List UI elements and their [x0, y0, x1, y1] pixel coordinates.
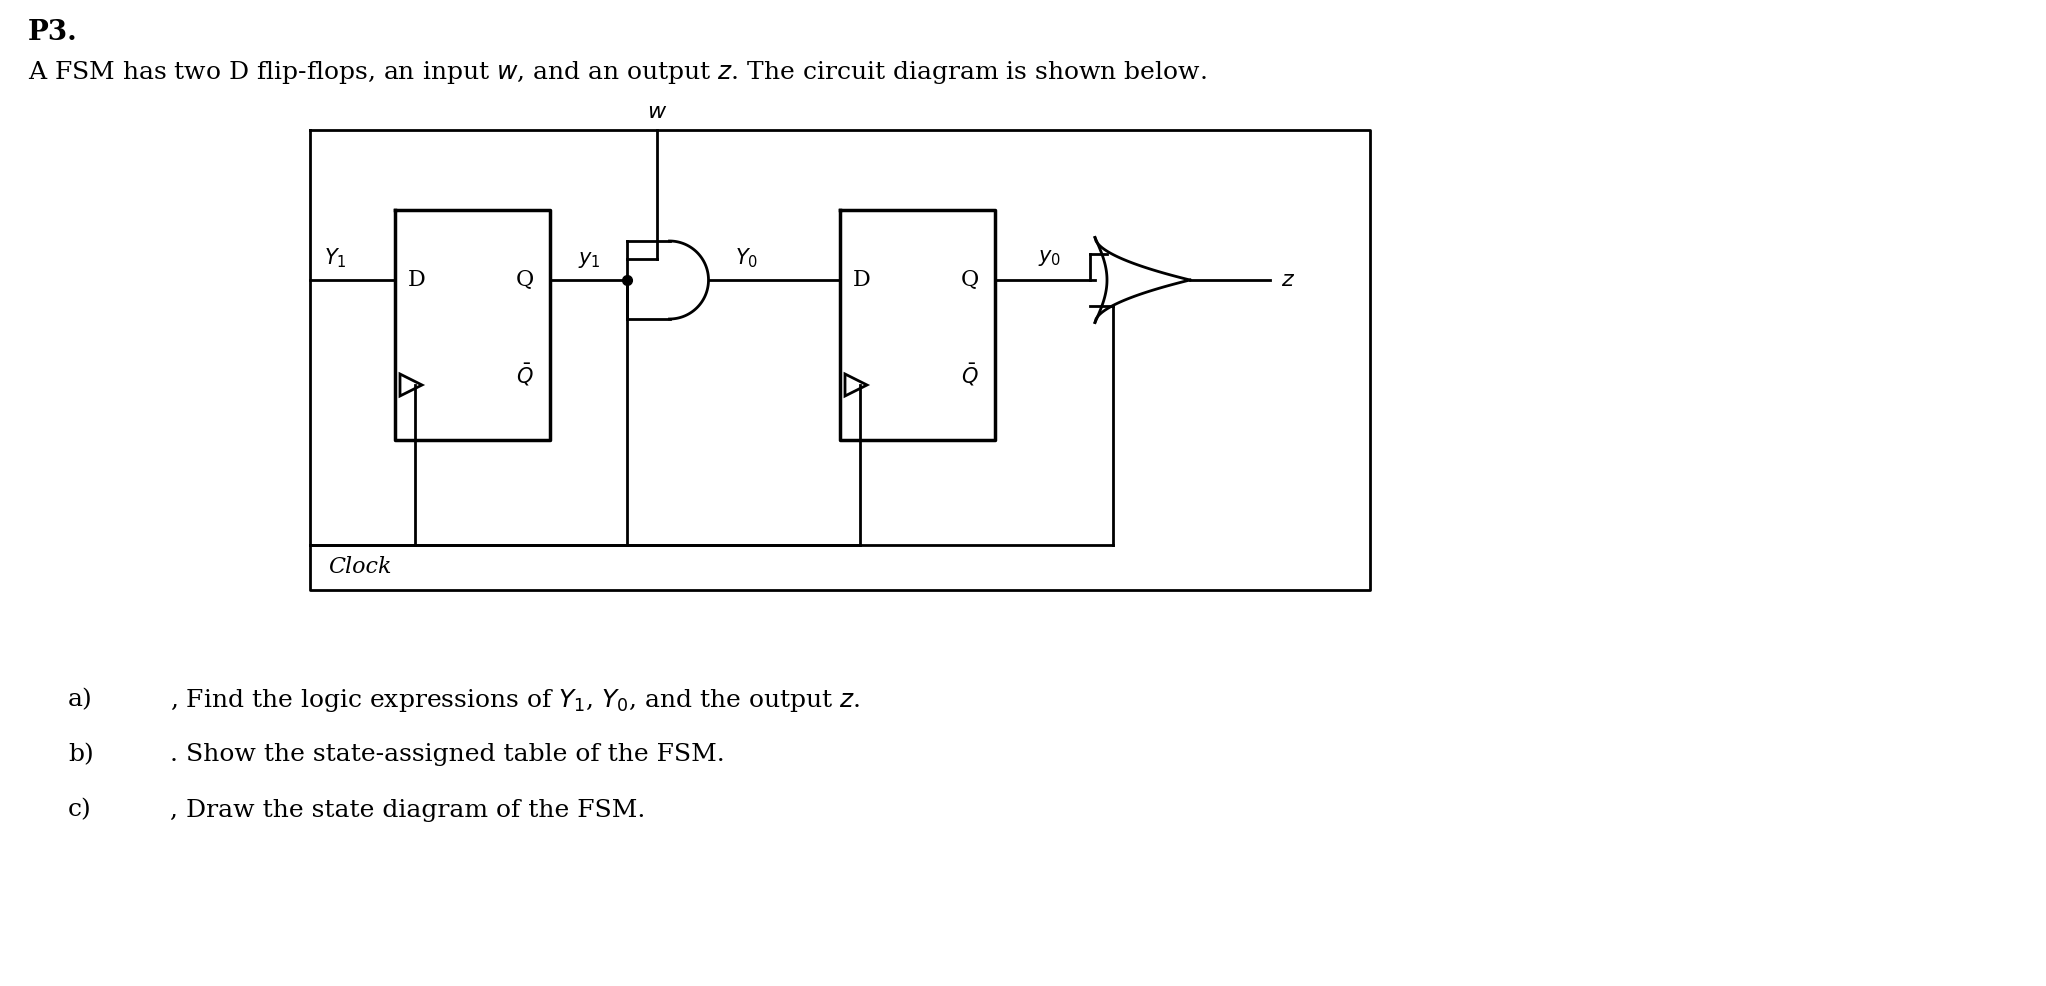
Text: c): c) [68, 799, 92, 821]
Text: a): a) [68, 688, 92, 712]
Text: D: D [853, 269, 872, 291]
Text: P3.: P3. [29, 19, 78, 45]
Text: Clock: Clock [327, 556, 391, 578]
Text: $y_1$: $y_1$ [577, 250, 599, 270]
Text: $\bar{Q}$: $\bar{Q}$ [962, 362, 978, 388]
Text: b): b) [68, 743, 94, 766]
Text: D: D [407, 269, 426, 291]
Text: . Show the state-assigned table of the FSM.: . Show the state-assigned table of the F… [170, 743, 724, 766]
Text: , Find the logic expressions of $Y_1$, $Y_0$, and the output $z$.: , Find the logic expressions of $Y_1$, $… [170, 686, 861, 714]
Text: $w$: $w$ [647, 101, 667, 123]
Text: Q: Q [962, 269, 980, 291]
Text: $Y_1$: $Y_1$ [323, 246, 346, 270]
Text: $\bar{Q}$: $\bar{Q}$ [516, 362, 534, 388]
Text: Q: Q [516, 269, 534, 291]
Text: , Draw the state diagram of the FSM.: , Draw the state diagram of the FSM. [170, 799, 644, 821]
Text: $Y_0$: $Y_0$ [735, 246, 759, 270]
Text: $y_0$: $y_0$ [1039, 248, 1062, 268]
Text: $z$: $z$ [1281, 269, 1295, 291]
Text: A FSM has two D flip-flops, an input $w$, and an output $z$. The circuit diagram: A FSM has two D flip-flops, an input $w$… [29, 58, 1207, 86]
